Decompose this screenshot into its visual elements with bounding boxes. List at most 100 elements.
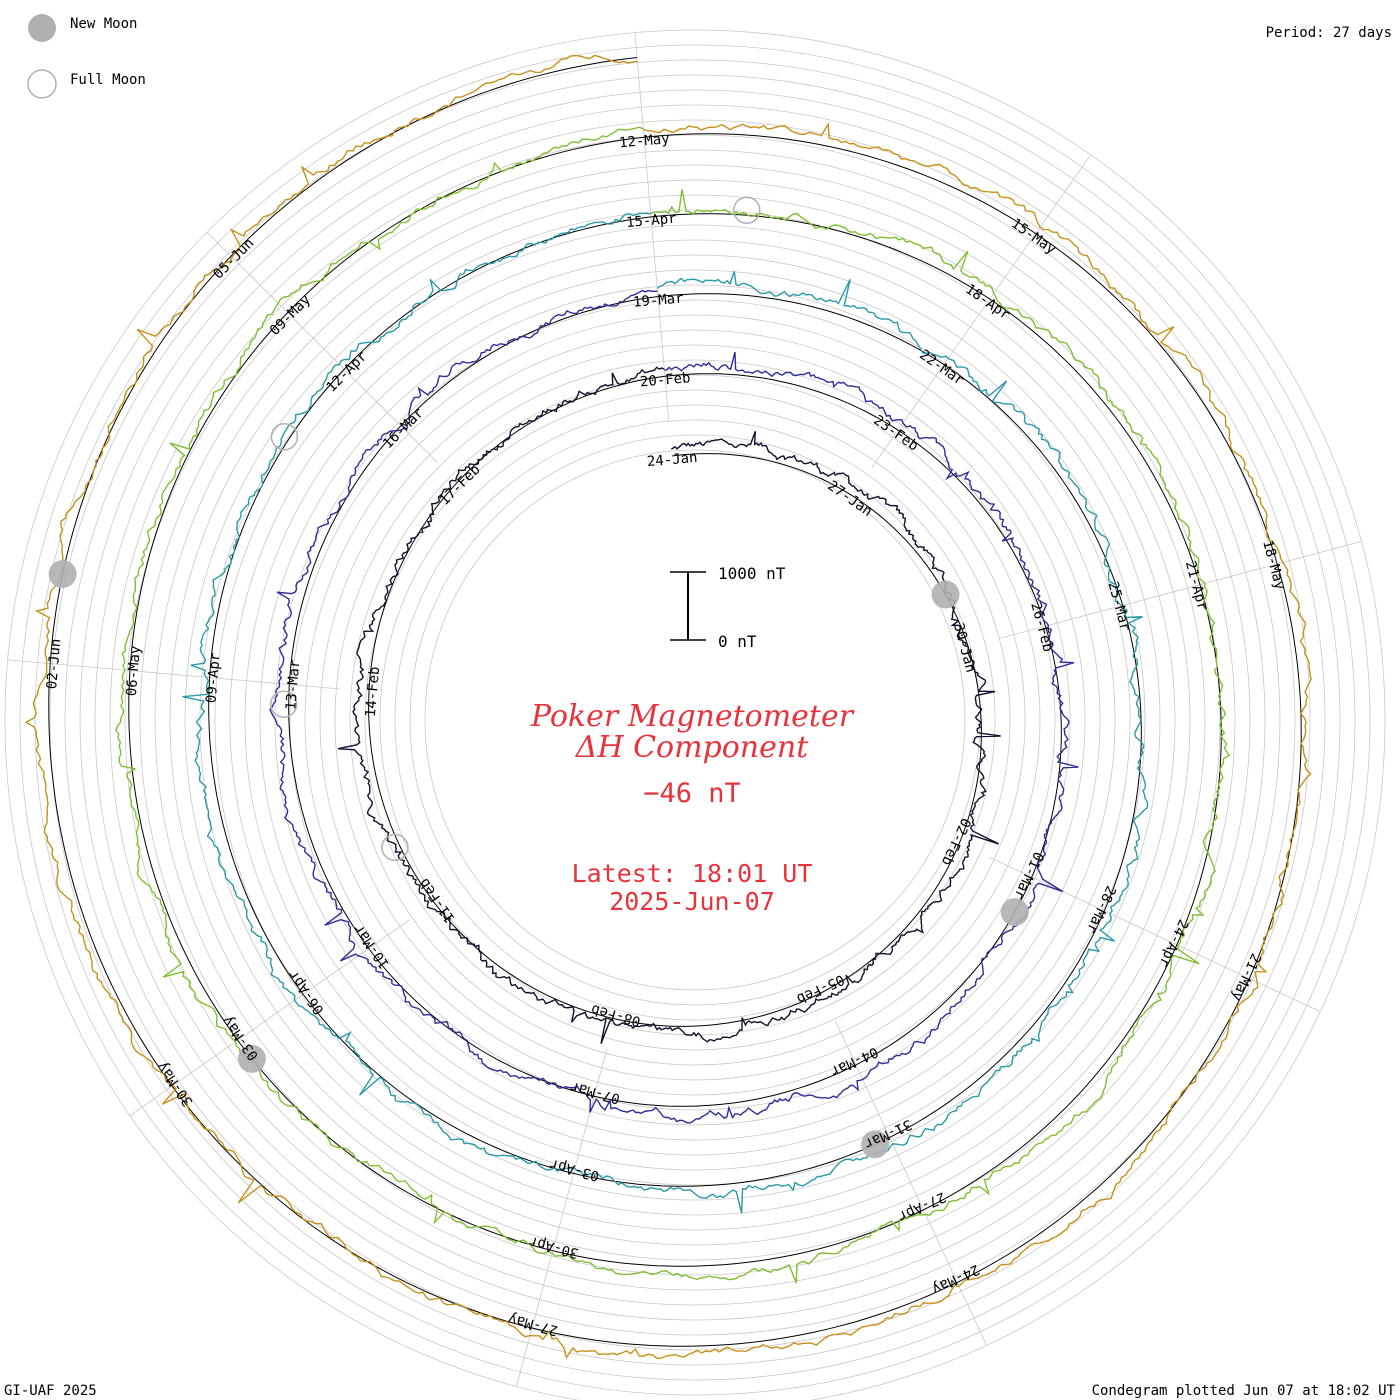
grid-ring bbox=[139, 164, 1251, 1276]
date-label: 13-Mar bbox=[283, 659, 303, 711]
date-label: 02-Jun bbox=[44, 638, 64, 690]
date-label: 11-Feb bbox=[416, 875, 458, 926]
baseline-spiral bbox=[128, 136, 1222, 1267]
grid-spoke bbox=[1000, 541, 1362, 639]
grid-ring bbox=[109, 134, 1281, 1306]
date-label: 02-Feb bbox=[938, 815, 974, 868]
grid-ring bbox=[64, 89, 1326, 1351]
scale-bottom-label: 0 nT bbox=[718, 632, 757, 651]
date-label: 21-Apr bbox=[1182, 559, 1211, 612]
date-label: 24-May bbox=[929, 1261, 982, 1297]
grid-spokes bbox=[7, 32, 1362, 1387]
new-moon-marker bbox=[931, 580, 960, 609]
grid-ring bbox=[79, 104, 1311, 1336]
baseline-spiral bbox=[208, 216, 1142, 1187]
grid-ring bbox=[319, 344, 1071, 1096]
grid-spoke bbox=[871, 154, 1092, 468]
grid-ring bbox=[199, 224, 1191, 1216]
grid-ring bbox=[349, 374, 1041, 1066]
series-line bbox=[24, 54, 1312, 1360]
date-label: 09-Apr bbox=[203, 652, 223, 704]
date-label: 25-Mar bbox=[1105, 580, 1134, 633]
grid-spoke bbox=[129, 919, 411, 1117]
grid-spoke bbox=[206, 231, 438, 463]
period-label: Period: 27 days bbox=[1266, 25, 1392, 41]
date-label: 21-May bbox=[1228, 951, 1264, 1004]
grid-spoke bbox=[7, 659, 341, 690]
series-line bbox=[269, 289, 1079, 1124]
baseline-spiral bbox=[368, 375, 982, 1027]
new-moon-icon bbox=[28, 14, 56, 42]
latest-time: Latest: 18:01 UT bbox=[572, 859, 813, 888]
date-label: 14-Feb bbox=[363, 666, 383, 718]
date-label: 04-Mar bbox=[828, 1043, 881, 1079]
date-label: 24-Apr bbox=[1155, 917, 1191, 970]
date-label: 24-Jan bbox=[646, 450, 698, 470]
full-moon-marker bbox=[733, 196, 761, 224]
grid-ring bbox=[124, 149, 1266, 1291]
grid-ring bbox=[154, 179, 1236, 1261]
new-moon-marker bbox=[861, 1130, 890, 1159]
grid-ring bbox=[4, 29, 1386, 1400]
grid-ring bbox=[334, 359, 1056, 1081]
date-label: 17-Feb bbox=[437, 462, 484, 509]
footer-credit: GI-UAF 2025 bbox=[4, 1383, 97, 1399]
grid-ring bbox=[424, 449, 966, 991]
date-label: 12-May bbox=[618, 131, 670, 151]
date-label: 18-May bbox=[1259, 539, 1288, 592]
series-line bbox=[115, 126, 1231, 1284]
grid-ring bbox=[394, 419, 996, 1021]
grid-ring bbox=[229, 254, 1161, 1186]
new-moon-marker bbox=[48, 560, 77, 589]
date-label: 30-Jan bbox=[950, 621, 979, 674]
grid-ring bbox=[184, 209, 1206, 1231]
grid-ring bbox=[409, 434, 981, 1006]
grid-spoke bbox=[834, 1020, 987, 1346]
date-label: 20-Feb bbox=[639, 370, 691, 390]
full-moon-marker bbox=[270, 423, 299, 451]
grid-ring bbox=[364, 389, 1026, 1051]
grid-ring bbox=[169, 194, 1221, 1246]
scale-bar: 1000 nT 0 nT bbox=[670, 564, 786, 651]
full-moon-label: Full Moon bbox=[70, 72, 146, 88]
grid-ring bbox=[214, 239, 1176, 1201]
data-series bbox=[24, 54, 1312, 1360]
date-label: 18-Apr bbox=[962, 281, 1013, 323]
legend: New Moon Full Moon bbox=[27, 14, 146, 99]
grid-spoke bbox=[988, 856, 1321, 1012]
current-value: −46 nT bbox=[643, 778, 741, 809]
grid-spoke bbox=[516, 1048, 608, 1387]
series-line bbox=[337, 366, 1001, 1044]
full-moon-marker bbox=[381, 833, 409, 862]
grid-ring bbox=[34, 59, 1356, 1381]
date-label: 19-Mar bbox=[632, 290, 684, 310]
scale-top-label: 1000 nT bbox=[718, 564, 786, 583]
grid-ring bbox=[244, 269, 1146, 1171]
date-label: 06-May bbox=[124, 645, 144, 697]
new-moon-label: New Moon bbox=[70, 16, 137, 32]
series-line bbox=[182, 212, 1149, 1214]
date-label: 15-Apr bbox=[625, 211, 677, 231]
grid-ring bbox=[304, 329, 1086, 1111]
chart-title: Poker Magnetometer bbox=[530, 699, 855, 734]
date-label: 28-Mar bbox=[1083, 883, 1119, 936]
grid-ring bbox=[289, 314, 1101, 1126]
grid-ring bbox=[94, 119, 1296, 1321]
chart-subtitle: ΔH Component bbox=[575, 730, 809, 765]
moon-markers bbox=[48, 196, 1029, 1159]
grid-ring bbox=[259, 284, 1131, 1156]
baseline-spiral bbox=[288, 296, 1062, 1107]
latest-date: 2025-Jun-07 bbox=[609, 887, 775, 916]
grid-ring bbox=[49, 74, 1341, 1366]
footer-plot-time: Condegram plotted Jun 07 at 18:02 UT bbox=[1092, 1383, 1396, 1399]
grid-spoke bbox=[634, 32, 670, 422]
baseline-spirals bbox=[48, 57, 1302, 1347]
full-moon-icon bbox=[27, 69, 57, 99]
new-moon-marker bbox=[1000, 898, 1029, 927]
new-moon-marker bbox=[237, 1044, 266, 1073]
grid-ring bbox=[19, 44, 1371, 1396]
date-label: 27-May bbox=[507, 1310, 560, 1339]
full-moon-marker bbox=[269, 690, 298, 718]
